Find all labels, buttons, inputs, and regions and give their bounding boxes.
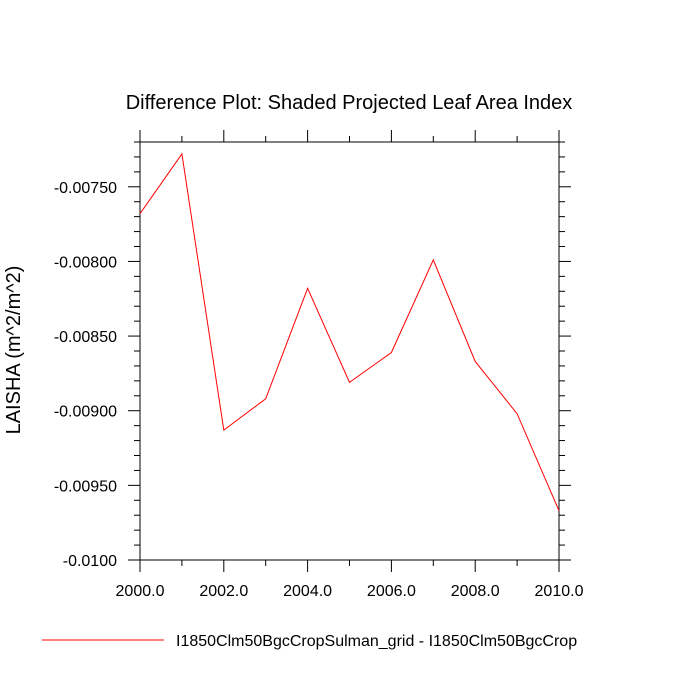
axis-ticks [128,130,571,572]
legend-label: I1850Clm50BgcCropSulman_grid - I1850Clm5… [176,633,577,650]
y-tick-label: -0.00900 [54,404,117,421]
axis-tick-labels: 2000.0 2002.0 2004.0 2006.0 2008.0 2010.0 -0.0… [54,180,584,600]
series-layer [139,152,560,511]
x-tick-label: 2008.0 [451,583,500,600]
x-tick-label: 2000.0 [116,583,165,600]
y-tick-label: -0.00850 [54,329,117,346]
x-tick-label: 2002.0 [199,583,248,600]
y-axis-label: LAISHA (m^2/m^2) [3,266,25,435]
x-tick-label: 2004.0 [283,583,332,600]
y-tick-label: -0.00950 [54,478,117,495]
y-tick-label: -0.00750 [54,180,117,197]
x-tick-label: 2006.0 [367,583,416,600]
y-tick-label: -0.00800 [54,254,117,271]
legend: I1850Clm50BgcCropSulman_grid - I1850Clm5… [42,633,577,650]
x-tick-label: 2010.0 [535,583,584,600]
y-tick-label: -0.0100 [63,553,117,570]
series-line [139,152,560,511]
plot-frame [139,141,560,561]
chart-title: Difference Plot: Shaded Projected Leaf A… [126,92,573,114]
